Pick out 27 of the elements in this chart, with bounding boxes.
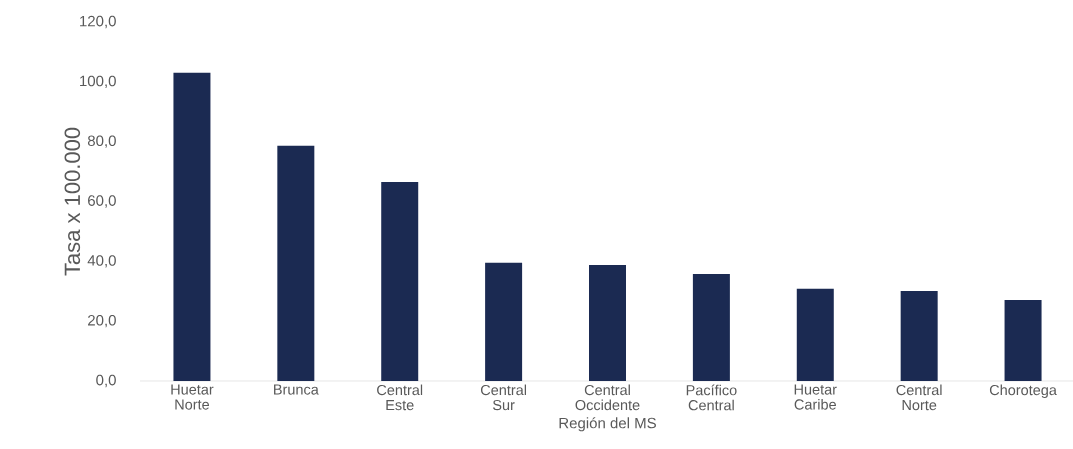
bar xyxy=(277,145,315,381)
y-tick-label: 80,0 xyxy=(87,135,116,148)
y-tick-label: 40,0 xyxy=(87,255,116,268)
x-axis-title: Región del MS xyxy=(559,417,656,432)
x-tick-label: Pacífico Central xyxy=(686,384,737,411)
y-tick-label: 120,0 xyxy=(80,15,116,29)
x-tick-label: Chorotega xyxy=(989,384,1057,399)
x-tick-label: Brunca xyxy=(274,384,319,395)
y-tick-label: 60,0 xyxy=(88,195,116,208)
bar xyxy=(381,182,419,381)
bar xyxy=(692,273,730,381)
bar xyxy=(485,262,523,381)
x-tick-label: Huetar Caribe xyxy=(794,384,837,410)
x-tick-label: Central Occidente xyxy=(575,384,640,411)
bar xyxy=(173,72,211,381)
y-tick-label: 20,0 xyxy=(88,314,116,328)
bar xyxy=(589,264,626,381)
bar xyxy=(1004,299,1042,381)
x-tick-label: Central Norte xyxy=(896,384,942,411)
y-tick-label: 0,0 xyxy=(96,374,116,388)
bar xyxy=(900,290,938,381)
y-tick-label: 100,0 xyxy=(80,75,116,89)
bar xyxy=(796,288,834,381)
y-axis-title: Tasa x 100.000 xyxy=(64,127,81,276)
x-tick-label: Central Sur xyxy=(480,384,526,411)
x-tick-label: Huetar Norte xyxy=(171,384,214,410)
x-tick-label: Central Este xyxy=(377,384,423,411)
